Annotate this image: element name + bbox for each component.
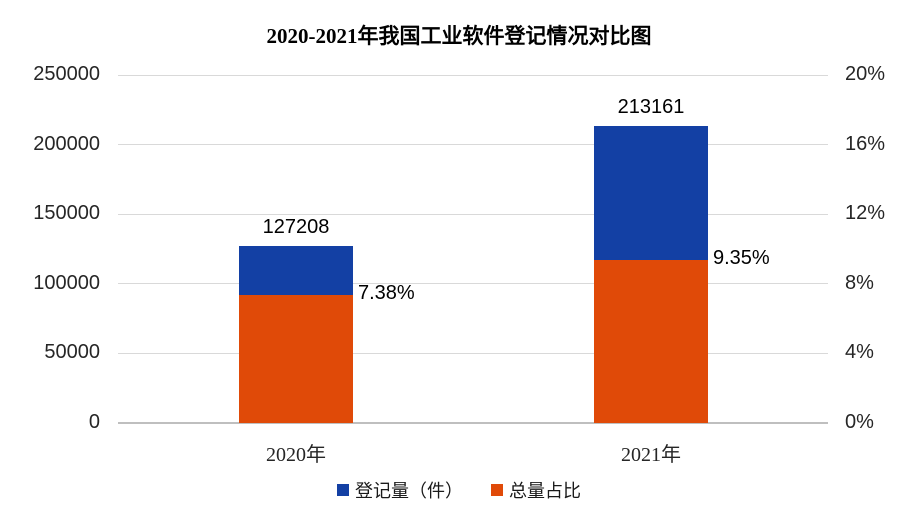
- share-value-label: 7.38%: [358, 282, 415, 304]
- bar-share: [594, 260, 708, 423]
- gridline: [118, 214, 828, 215]
- x-axis-label: 2021年: [621, 444, 681, 466]
- right-axis-tick-label: 0%: [845, 411, 874, 433]
- left-axis-tick-label: 200000: [33, 133, 100, 155]
- legend-swatch: [337, 484, 349, 496]
- bar-share: [239, 295, 353, 423]
- legend-item: 总量占比: [491, 477, 581, 503]
- right-axis-tick-label: 16%: [845, 133, 886, 155]
- left-axis-tick-label: 100000: [33, 272, 100, 294]
- bar-value-label: 127208: [262, 216, 330, 238]
- gridline: [118, 75, 828, 76]
- gridline: [118, 422, 828, 424]
- right-axis-tick-label: 12%: [845, 202, 886, 224]
- share-value-label: 9.35%: [713, 247, 770, 269]
- chart-title: 2020-2021年我国工业软件登记情况对比图: [266, 24, 652, 48]
- right-axis-tick-label: 8%: [845, 272, 874, 294]
- x-axis-label: 2020年: [266, 444, 326, 466]
- legend-item: 登记量（件）: [337, 477, 463, 503]
- left-axis-tick-label: 150000: [33, 202, 100, 224]
- gridline: [118, 283, 828, 284]
- right-axis-tick-label: 4%: [845, 341, 874, 363]
- gridline: [118, 144, 828, 145]
- legend-label: 登记量（件）: [355, 481, 463, 501]
- legend-label: 总量占比: [509, 481, 581, 501]
- gridline: [118, 353, 828, 354]
- legend-swatch: [491, 484, 503, 496]
- left-axis-tick-label: 250000: [33, 63, 100, 85]
- bar-value-label: 213161: [617, 96, 685, 118]
- legend: 登记量（件） 总量占比: [0, 477, 918, 503]
- right-axis-tick-label: 20%: [845, 63, 886, 85]
- left-axis-tick-label: 0: [88, 411, 100, 433]
- left-axis-tick-label: 50000: [44, 341, 100, 363]
